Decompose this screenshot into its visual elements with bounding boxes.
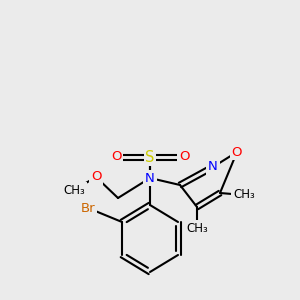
- Text: CH₃: CH₃: [186, 221, 208, 235]
- Text: N: N: [145, 172, 155, 184]
- Text: O: O: [111, 151, 121, 164]
- Text: CH₃: CH₃: [63, 184, 85, 196]
- Text: O: O: [179, 151, 189, 164]
- Text: O: O: [232, 146, 242, 158]
- Text: O: O: [91, 170, 101, 184]
- Text: CH₃: CH₃: [233, 188, 255, 202]
- Text: N: N: [208, 160, 218, 173]
- Text: Br: Br: [81, 202, 95, 214]
- Text: S: S: [145, 149, 155, 164]
